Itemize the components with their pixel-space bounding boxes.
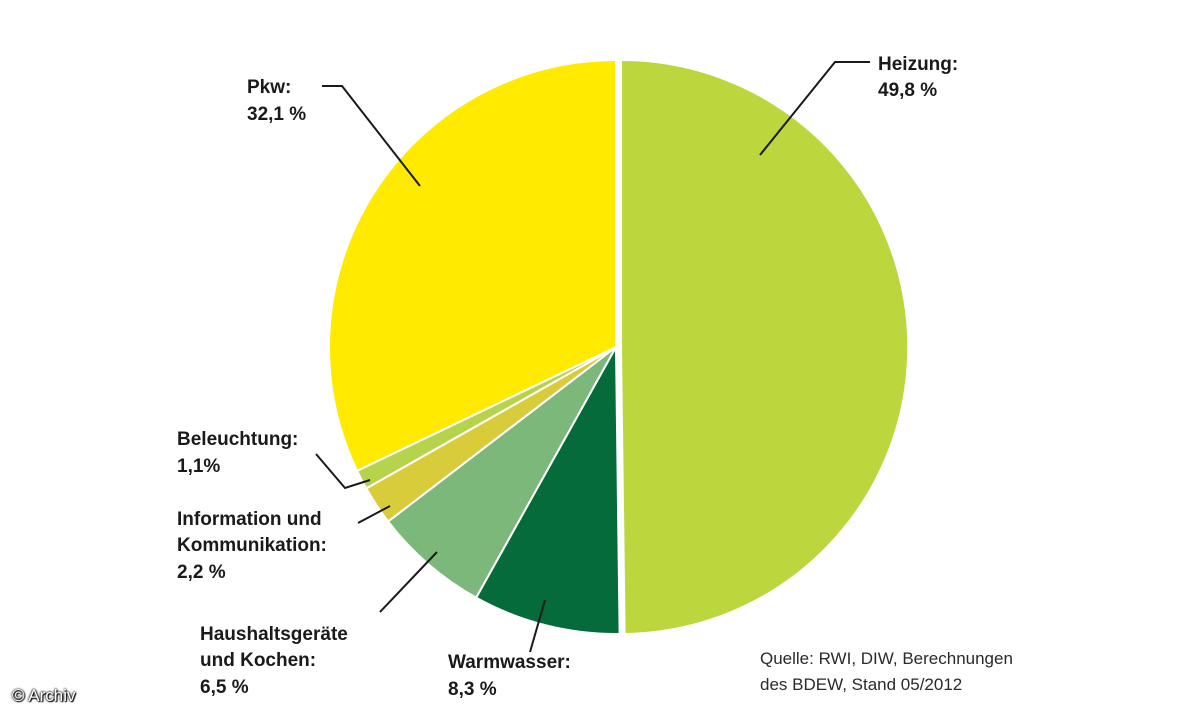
- slice-haushalt: [387, 346, 617, 599]
- label-haushalt-value: 6,5 %: [200, 677, 249, 698]
- label-information-name-2: Kommunikation:: [177, 535, 327, 556]
- slice-warmwasser: [475, 346, 621, 635]
- pie-slices: [328, 58, 910, 635]
- label-information: Information und Kommunikation: 2,2 %: [177, 509, 332, 583]
- slice-labels: Heizung: 49,8 % Warmwasser: 8,3 % Hausha…: [177, 54, 964, 700]
- label-warmwasser: Warmwasser: 8,3 %: [448, 652, 576, 700]
- label-haushalt-name-1: Haushaltsgeräte: [200, 624, 348, 645]
- leader-warmwasser: [529, 599, 546, 653]
- slice-heizung: [620, 58, 910, 635]
- label-information-name-1: Information und: [177, 509, 322, 530]
- source-line-1: Quelle: RWI, DIW, Berechnungen: [760, 649, 1013, 668]
- label-warmwasser-name: Warmwasser:: [448, 652, 571, 673]
- label-warmwasser-value: 8,3 %: [448, 679, 497, 700]
- label-heizung-value: 49,8 %: [878, 80, 937, 101]
- image-credit: © Archiv: [12, 686, 76, 705]
- label-haushalt-name-2: und Kochen:: [200, 650, 316, 671]
- label-haushalt: Haushaltsgeräte und Kochen: 6,5 %: [200, 624, 353, 698]
- label-information-value: 2,2 %: [177, 562, 226, 583]
- source-note: Quelle: RWI, DIW, Berechnungen des BDEW,…: [760, 649, 1018, 694]
- leader-haushalt: [379, 551, 438, 613]
- leader-beleuchtung: [315, 453, 371, 490]
- label-beleuchtung: Beleuchtung: 1,1%: [177, 429, 304, 477]
- leader-pkw: [322, 85, 421, 187]
- label-pkw: Pkw: 32,1 %: [247, 77, 306, 125]
- label-beleuchtung-name: Beleuchtung:: [177, 429, 298, 450]
- source-line-2: des BDEW, Stand 05/2012: [760, 675, 962, 694]
- leader-lines: [315, 61, 870, 653]
- leader-information: [357, 505, 391, 524]
- label-beleuchtung-value: 1,1%: [177, 456, 220, 477]
- label-pkw-name: Pkw:: [247, 77, 291, 98]
- label-heizung: Heizung: 49,8 %: [878, 54, 964, 101]
- leader-heizung: [759, 61, 870, 156]
- label-pkw-value: 32,1 %: [247, 104, 306, 125]
- label-heizung-name: Heizung:: [878, 54, 958, 75]
